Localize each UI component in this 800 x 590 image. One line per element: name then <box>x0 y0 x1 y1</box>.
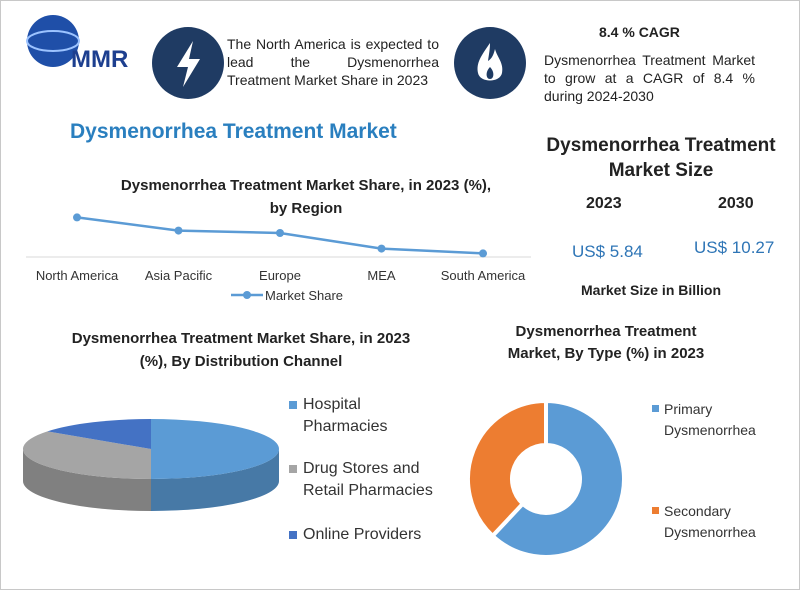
slice-shade <box>151 449 279 511</box>
bolt-shape <box>177 41 200 87</box>
legend-swatch <box>652 507 659 514</box>
size-title: Dysmenorrhea Treatment Market Size <box>546 135 776 181</box>
logo-globe <box>27 15 79 67</box>
legend-label: Market Share <box>265 288 343 303</box>
size-year: 2023 <box>586 195 622 212</box>
chart-title: Dysmenorrhea Treatment Market, By Type (… <box>507 323 705 362</box>
cagr-title: 8.4 % CAGR <box>599 24 680 40</box>
cagr-text: Dysmenorrhea Treatment Market to grow at… <box>544 52 755 104</box>
slice-shade <box>23 449 151 511</box>
slice-side <box>23 449 151 511</box>
x-tick-label: Europe <box>259 268 301 283</box>
note-text: The North America is expected to lead th… <box>227 36 439 88</box>
size-year: 2030 <box>718 195 754 212</box>
slice <box>151 419 279 479</box>
slice <box>47 419 151 449</box>
x-tick-label: Asia Pacific <box>145 268 213 283</box>
donut-slice <box>466 398 548 539</box>
point <box>377 244 386 253</box>
legend-label: Hospital Pharmacies <box>303 396 388 435</box>
legend-swatch <box>289 465 297 473</box>
point <box>276 229 284 237</box>
legend-swatch <box>289 401 297 409</box>
size-value: US$ 5.84 <box>572 242 643 261</box>
legend-swatch <box>652 405 659 412</box>
slice <box>23 431 151 479</box>
legend-label: Secondary Dysmenorrhea <box>664 503 756 540</box>
point <box>174 226 183 235</box>
slice-side <box>151 449 279 511</box>
size-value: US$ 10.27 <box>694 238 775 257</box>
flame-shape <box>477 43 503 81</box>
legend-label: Drug Stores and Retail Pharmacies <box>303 460 433 499</box>
legend-label: Primary Dysmenorrhea <box>664 401 756 438</box>
chart-title: Dysmenorrhea Treatment Market Share, in … <box>120 177 492 217</box>
x-tick-label: South America <box>441 268 526 283</box>
x-tick-label: North America <box>36 268 119 283</box>
legend-swatch <box>289 531 297 539</box>
legend-label: Online Providers <box>303 526 422 543</box>
donut-slice <box>489 398 626 559</box>
legend-marker <box>243 291 251 299</box>
main-title: Dysmenorrhea Treatment Market <box>70 120 397 143</box>
logo-text: MMR <box>71 46 128 73</box>
size-caption: Market Size in Billion <box>581 282 722 298</box>
point <box>73 213 81 222</box>
chart-title: Dysmenorrhea Treatment Market Share, in … <box>71 330 411 370</box>
x-tick-label: MEA <box>367 268 396 283</box>
point <box>479 249 487 258</box>
logo-orbit <box>26 30 80 52</box>
